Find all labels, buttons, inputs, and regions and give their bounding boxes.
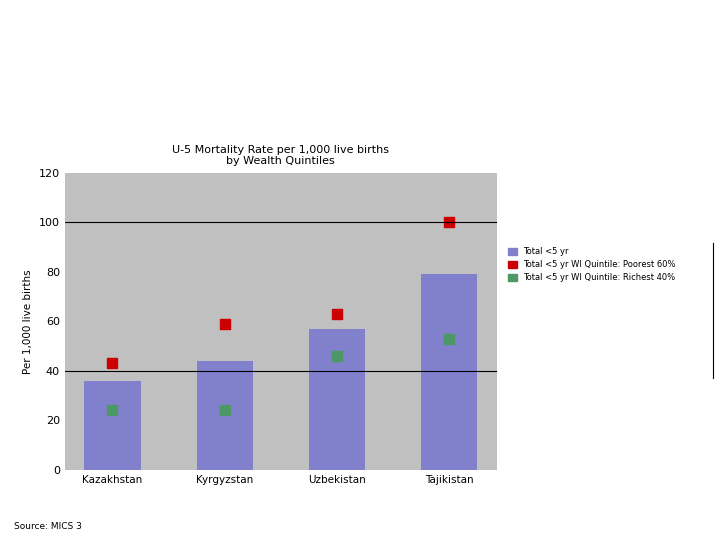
Point: [331, 352, 343, 360]
Title: U-5 Mortality Rate per 1,000 live births
by Wealth Quintiles: U-5 Mortality Rate per 1,000 live births…: [172, 145, 390, 166]
Point: [331, 309, 343, 318]
Point: [219, 406, 230, 415]
Point: [107, 406, 118, 415]
Bar: [309, 329, 365, 470]
Bar: [421, 274, 477, 470]
Bar: [84, 381, 140, 470]
Y-axis label: Per 1,000 live births: Per 1,000 live births: [23, 269, 33, 374]
Point: [444, 218, 455, 227]
Legend: Total <5 yr, Total <5 yr WI Quintile: Poorest 60%, Total <5 yr WI Quintile: Rich: Total <5 yr, Total <5 yr WI Quintile: Po…: [508, 247, 675, 282]
Point: [219, 320, 230, 328]
Text: Policies options to address wealth disparities…: Policies options to address wealth dispa…: [14, 56, 683, 80]
Point: [107, 359, 118, 368]
Text: Source: MICS 3: Source: MICS 3: [14, 522, 82, 531]
Bar: [197, 361, 253, 470]
Point: [444, 334, 455, 343]
